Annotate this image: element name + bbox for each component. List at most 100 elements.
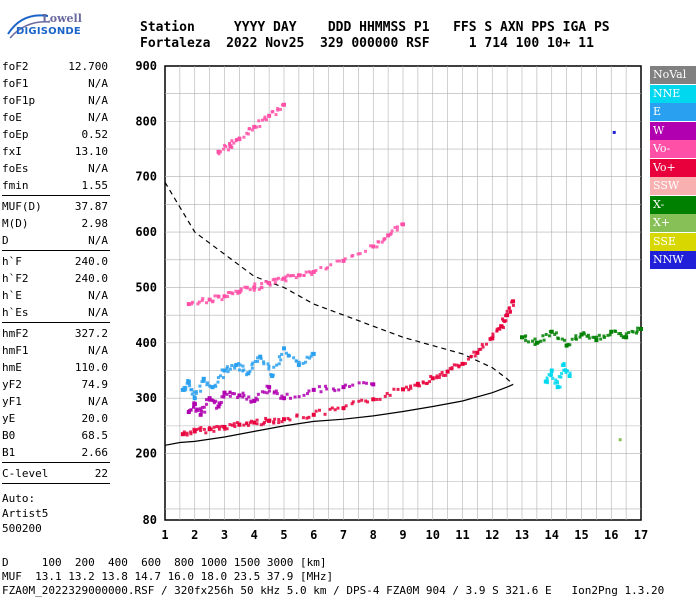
data-point: [550, 370, 554, 374]
auto-info: Artist5: [2, 507, 49, 520]
data-point: [192, 396, 197, 401]
data-point: [495, 329, 499, 333]
param-row: MUF(D) 37.87: [2, 200, 108, 214]
data-point: [461, 362, 465, 366]
x-tick-label: 2: [191, 528, 198, 542]
data-point: [280, 420, 284, 424]
data-point: [238, 363, 242, 367]
data-point: [562, 361, 566, 365]
data-point: [202, 405, 206, 409]
data-point: [220, 368, 224, 372]
data-point: [302, 273, 306, 277]
data-point: [609, 329, 614, 334]
data-marker: [612, 130, 616, 134]
data-point: [497, 327, 501, 331]
data-marker: [618, 438, 622, 442]
x-tick-label: 1: [161, 528, 168, 542]
x-tick-label: 11: [455, 528, 469, 542]
logo-swoosh-icon: [7, 14, 51, 39]
data-point: [184, 387, 188, 391]
data-point: [284, 275, 288, 279]
data-point: [304, 270, 308, 274]
data-point: [212, 425, 216, 429]
data-point: [574, 337, 578, 341]
data-point: [284, 351, 288, 355]
data-point: [337, 259, 341, 263]
data-point: [527, 340, 531, 344]
data-point: [602, 335, 606, 339]
data-point: [556, 381, 560, 385]
data-point: [220, 395, 224, 399]
param-key: yF1: [2, 395, 22, 408]
data-point: [383, 237, 387, 241]
data-point: [237, 289, 242, 294]
data-point: [196, 407, 200, 411]
data-point: [288, 418, 292, 422]
data-point: [463, 362, 467, 366]
data-point: [336, 406, 340, 410]
data-point: [333, 408, 337, 412]
data-point: [413, 383, 417, 387]
data-point: [409, 384, 413, 388]
data-point: [636, 326, 640, 330]
data-point: [212, 399, 216, 403]
data-point: [256, 392, 260, 396]
data-point: [230, 423, 234, 427]
data-point: [189, 430, 193, 434]
data-point: [252, 398, 257, 403]
data-point: [228, 423, 232, 427]
param-key: h`Es: [2, 306, 29, 319]
data-point: [277, 421, 281, 425]
data-point: [294, 276, 298, 280]
param-key: hmF1: [2, 344, 29, 357]
data-point: [223, 143, 227, 147]
data-point: [217, 294, 221, 298]
data-point: [362, 381, 366, 385]
data-point: [187, 409, 191, 413]
data-point: [630, 329, 634, 333]
data-point: [505, 313, 510, 318]
data-point: [275, 392, 279, 396]
data-point: [225, 392, 229, 396]
data-point: [206, 381, 210, 385]
data-point: [614, 329, 618, 333]
data-point: [534, 340, 539, 345]
legend-item: Vo-: [650, 140, 696, 158]
x-tick-label: 5: [280, 528, 287, 542]
param-key: foEs: [2, 162, 29, 175]
data-point: [199, 389, 203, 393]
data-point: [279, 358, 283, 362]
data-point: [194, 391, 198, 395]
data-point: [505, 309, 509, 313]
data-point: [273, 281, 277, 285]
data-point: [202, 427, 206, 431]
data-point: [197, 427, 201, 431]
data-point: [308, 356, 312, 360]
data-point: [212, 429, 216, 433]
data-point: [222, 390, 227, 395]
data-point: [260, 282, 264, 286]
data-point: [213, 383, 217, 387]
data-point: [624, 335, 629, 340]
data-point: [180, 387, 185, 392]
data-point: [242, 423, 246, 427]
param-row: h`F 240.0: [2, 255, 108, 269]
param-key: B1: [2, 446, 16, 459]
data-point: [220, 424, 224, 428]
data-point: [325, 387, 329, 391]
data-point: [551, 376, 555, 380]
data-point: [297, 395, 301, 399]
data-point: [202, 377, 206, 381]
data-point: [304, 360, 308, 364]
data-point: [558, 385, 562, 389]
data-point: [226, 370, 230, 374]
data-point: [187, 382, 191, 386]
param-value: 12.700: [68, 60, 108, 73]
data-point: [484, 342, 488, 346]
data-point: [265, 418, 269, 422]
data-point: [267, 281, 272, 286]
data-point: [248, 369, 252, 373]
data-point: [226, 148, 230, 152]
data-point: [235, 421, 239, 425]
data-point: [237, 368, 241, 372]
